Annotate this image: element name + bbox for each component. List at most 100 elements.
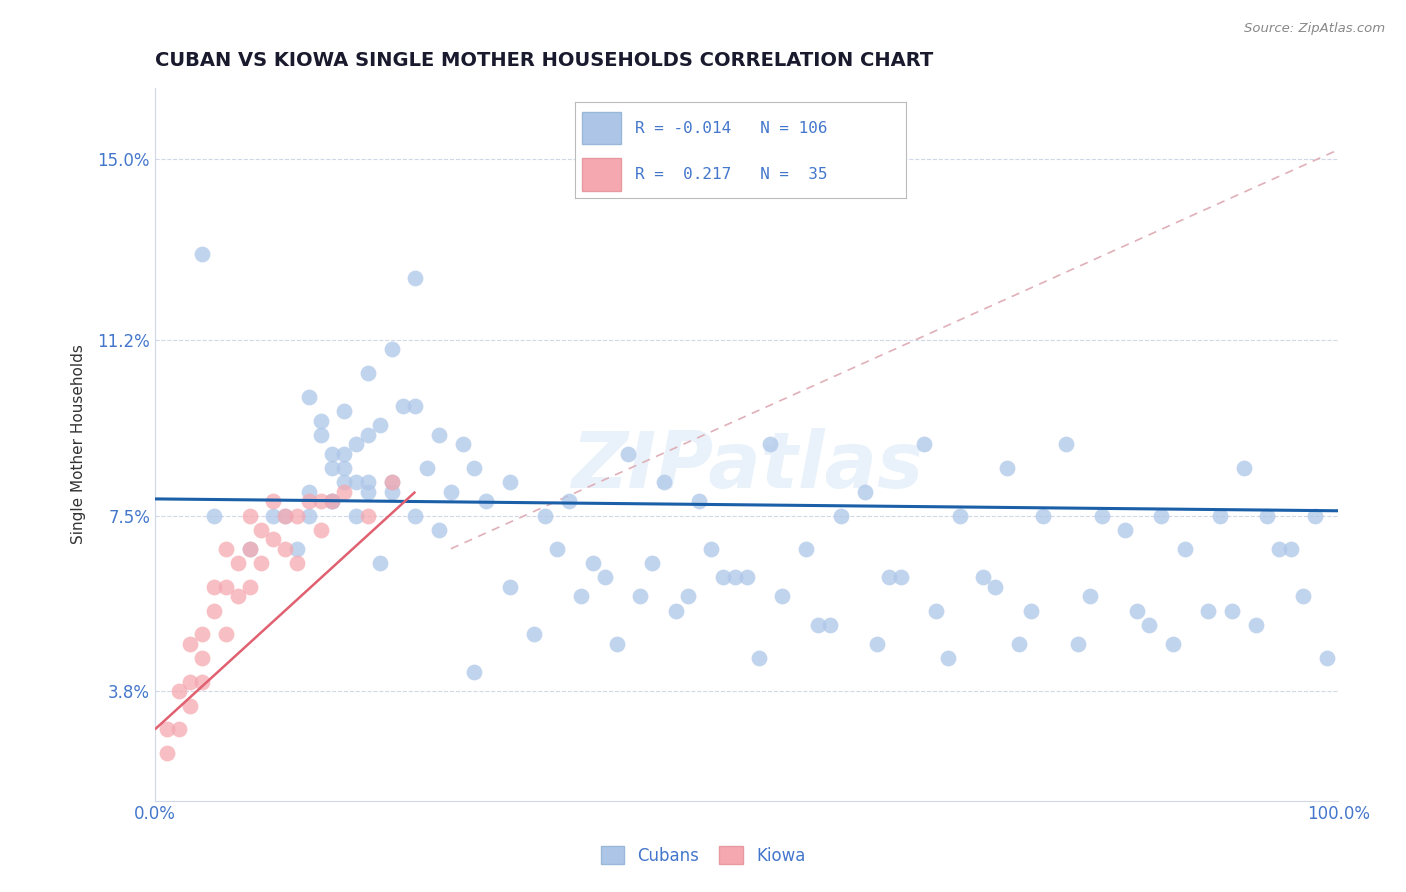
Point (167, 684, 190, 698)
Point (333, 447, 356, 461)
Point (1091, 508, 1114, 523)
Point (463, 461, 485, 475)
Point (440, 484, 463, 499)
Point (333, 404, 356, 418)
Point (298, 508, 321, 523)
Point (392, 399, 415, 413)
Point (427, 523, 450, 537)
Text: ZIPatlas: ZIPatlas (571, 427, 922, 504)
Point (972, 570, 994, 584)
Point (191, 627, 214, 641)
Point (416, 461, 439, 475)
Point (807, 617, 830, 632)
Point (167, 723, 190, 737)
Point (523, 627, 546, 641)
Point (936, 651, 959, 665)
Point (357, 475, 380, 490)
Point (1197, 603, 1219, 617)
Point (1126, 603, 1149, 617)
Point (724, 570, 747, 584)
Point (1031, 508, 1053, 523)
Point (285, 556, 308, 570)
Point (1220, 603, 1243, 617)
Point (1008, 637, 1031, 651)
Point (1209, 508, 1232, 523)
Point (333, 475, 356, 490)
Point (381, 484, 404, 499)
Point (191, 651, 214, 665)
Point (404, 271, 426, 285)
Point (179, 674, 201, 689)
Y-axis label: Single Mother Households: Single Mother Households (72, 344, 86, 544)
Point (321, 461, 343, 475)
Point (298, 494, 321, 508)
Point (463, 665, 485, 680)
Point (321, 447, 343, 461)
Point (1067, 637, 1090, 651)
Point (215, 541, 238, 556)
Point (321, 494, 343, 508)
Point (250, 523, 273, 537)
Point (226, 556, 249, 570)
Point (569, 590, 592, 604)
Point (949, 508, 972, 523)
Point (735, 570, 758, 584)
Point (499, 475, 522, 490)
Point (191, 674, 214, 689)
Point (274, 508, 297, 523)
Point (285, 541, 308, 556)
Point (1114, 523, 1136, 537)
Point (344, 475, 367, 490)
Point (1233, 461, 1256, 475)
Point (605, 637, 627, 651)
Point (357, 427, 380, 442)
Point (309, 427, 332, 442)
Point (1019, 603, 1042, 617)
Point (676, 590, 699, 604)
Point (274, 541, 297, 556)
Point (202, 603, 225, 617)
Point (156, 723, 179, 737)
Point (156, 746, 179, 760)
Point (262, 533, 284, 547)
Point (357, 508, 380, 523)
Point (202, 580, 225, 594)
Point (239, 541, 262, 556)
Point (1303, 508, 1326, 523)
Point (357, 366, 380, 380)
Point (925, 603, 948, 617)
Point (641, 556, 664, 570)
Point (239, 541, 262, 556)
Point (558, 494, 581, 508)
Point (628, 590, 651, 604)
Point (499, 580, 522, 594)
Point (333, 461, 356, 475)
Point (321, 494, 343, 508)
Point (274, 508, 297, 523)
Point (747, 651, 769, 665)
Point (381, 475, 404, 490)
Point (309, 494, 332, 508)
Legend: Cubans, Kiowa: Cubans, Kiowa (592, 838, 814, 873)
Point (404, 399, 426, 413)
Point (853, 484, 876, 499)
Point (1256, 508, 1278, 523)
Point (1316, 651, 1339, 665)
Point (262, 508, 284, 523)
Point (617, 447, 640, 461)
Point (794, 541, 817, 556)
Point (700, 541, 723, 556)
Point (830, 508, 852, 523)
Point (770, 590, 793, 604)
Point (475, 494, 498, 508)
Point (179, 698, 201, 713)
Point (1150, 508, 1173, 523)
Point (309, 413, 332, 427)
Point (344, 508, 367, 523)
Point (215, 580, 238, 594)
Point (226, 590, 249, 604)
Point (404, 508, 426, 523)
Point (1292, 590, 1315, 604)
Point (381, 475, 404, 490)
Point (368, 418, 391, 433)
